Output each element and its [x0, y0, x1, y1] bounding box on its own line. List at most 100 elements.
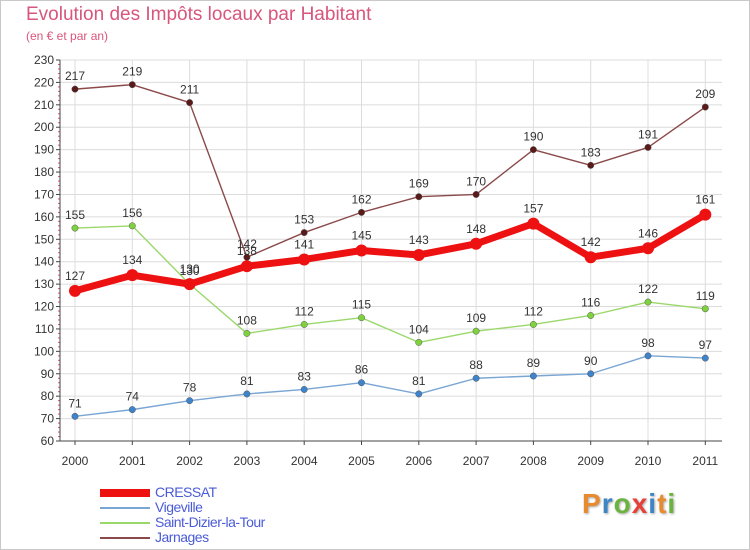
y-tick-label: 100: [34, 344, 54, 358]
data-point: [186, 397, 194, 405]
logo-letter: r: [601, 488, 614, 519]
data-label: 86: [355, 363, 369, 377]
data-point: [642, 242, 654, 255]
data-point: [186, 99, 194, 107]
logo-letter: i: [648, 488, 658, 519]
data-label: 83: [298, 369, 312, 383]
data-label: 148: [466, 222, 486, 236]
data-point: [128, 222, 136, 230]
data-point: [243, 390, 251, 398]
y-tick-label: 120: [34, 300, 54, 314]
data-label: 116: [581, 295, 600, 309]
data-point: [298, 253, 311, 266]
axes: 60 70 80 90 100 110 120 130 140 150 160 170 180 190 20…: [34, 53, 722, 468]
data-label: 78: [183, 381, 197, 395]
data-label: 88: [469, 358, 483, 372]
series-lines: [69, 81, 712, 420]
data-label: 104: [409, 322, 429, 336]
data-point: [529, 321, 537, 328]
y-tick-label: 150: [34, 232, 54, 246]
data-label: 130: [180, 262, 200, 276]
data-point: [183, 278, 196, 291]
series-line-vigeville: [74, 355, 706, 418]
data-point: [587, 312, 595, 319]
data-label: 138: [237, 244, 257, 258]
legend-swatch: [100, 521, 150, 524]
data-label: 142: [237, 237, 257, 251]
y-tick-label: 110: [35, 322, 54, 336]
data-label: 162: [351, 192, 371, 206]
y-tick-label: 190: [34, 143, 54, 157]
data-label: 90: [584, 354, 598, 368]
data-point: [472, 191, 480, 198]
legend-swatch: [100, 506, 150, 509]
x-tick-label: 2001: [119, 454, 146, 468]
y-tick-label: 60: [41, 434, 55, 448]
legend-swatch: [100, 536, 150, 539]
data-point: [358, 208, 365, 216]
data-point: [584, 251, 597, 264]
x-tick-label: 2007: [463, 454, 490, 468]
data-label: 169: [409, 177, 429, 191]
data-label: 157: [523, 202, 543, 216]
series-line-saint-dizier-la-tour: [74, 225, 706, 344]
logo-letter: x: [631, 488, 649, 519]
data-label: 161: [695, 193, 715, 207]
chart-title: Evolution des Impôts locaux par Habitant: [26, 4, 372, 25]
y-tick-label: 90: [41, 367, 55, 381]
data-label: 217: [65, 69, 85, 83]
data-label: 71: [68, 396, 82, 410]
data-label: 190: [523, 130, 543, 144]
x-tick-label: 2008: [520, 454, 547, 468]
data-label: 134: [122, 253, 142, 267]
x-tick-label: 2010: [635, 454, 662, 468]
data-point: [644, 298, 652, 306]
logo-letter: i: [667, 488, 677, 519]
x-tick-label: 2005: [348, 454, 375, 468]
data-point: [472, 374, 480, 382]
y-tick-label: 130: [34, 277, 54, 291]
data-point: [587, 370, 595, 378]
data-label: 119: [696, 289, 715, 303]
data-point: [699, 208, 712, 221]
data-point: [300, 386, 308, 393]
data-point: [644, 143, 652, 151]
data-point: [415, 390, 423, 398]
data-label: 112: [524, 304, 543, 318]
data-point: [470, 237, 483, 250]
y-tick-label: 220: [34, 75, 54, 89]
y-tick-label: 180: [34, 165, 54, 179]
data-point: [644, 352, 652, 360]
data-point: [355, 244, 368, 257]
data-point: [415, 193, 423, 201]
data-point: [71, 224, 79, 232]
legend-item: Vigeville: [100, 500, 360, 515]
x-tick-label: 2011: [692, 454, 718, 468]
data-point: [701, 305, 709, 313]
legend-item: CRESSAT: [100, 485, 360, 500]
data-label: 112: [295, 304, 314, 318]
data-point: [415, 338, 423, 346]
x-tick-label: 2006: [405, 454, 432, 468]
legend-item: Saint-Dizier-la-Tour: [100, 515, 360, 530]
data-label: 155: [65, 208, 85, 222]
data-label: 89: [527, 356, 541, 370]
data-label: 130: [180, 264, 200, 278]
data-label: 142: [581, 235, 601, 249]
data-label: 98: [641, 336, 655, 350]
logo-letter: P: [582, 488, 602, 519]
data-label: 109: [466, 311, 486, 325]
data-label: 97: [699, 338, 713, 352]
legend-label: Jarnages: [155, 529, 209, 545]
data-point: [358, 314, 365, 322]
proxiti-logo: Proxiti: [582, 488, 676, 520]
legend-label: CRESSAT: [155, 484, 217, 500]
data-label: 146: [638, 226, 658, 240]
data-point: [472, 327, 480, 335]
data-point: [529, 146, 537, 154]
x-tick-label: 2000: [62, 454, 89, 468]
data-point: [300, 321, 308, 328]
data-label: 191: [638, 127, 658, 141]
data-point: [71, 412, 79, 420]
data-label: 141: [294, 237, 314, 251]
